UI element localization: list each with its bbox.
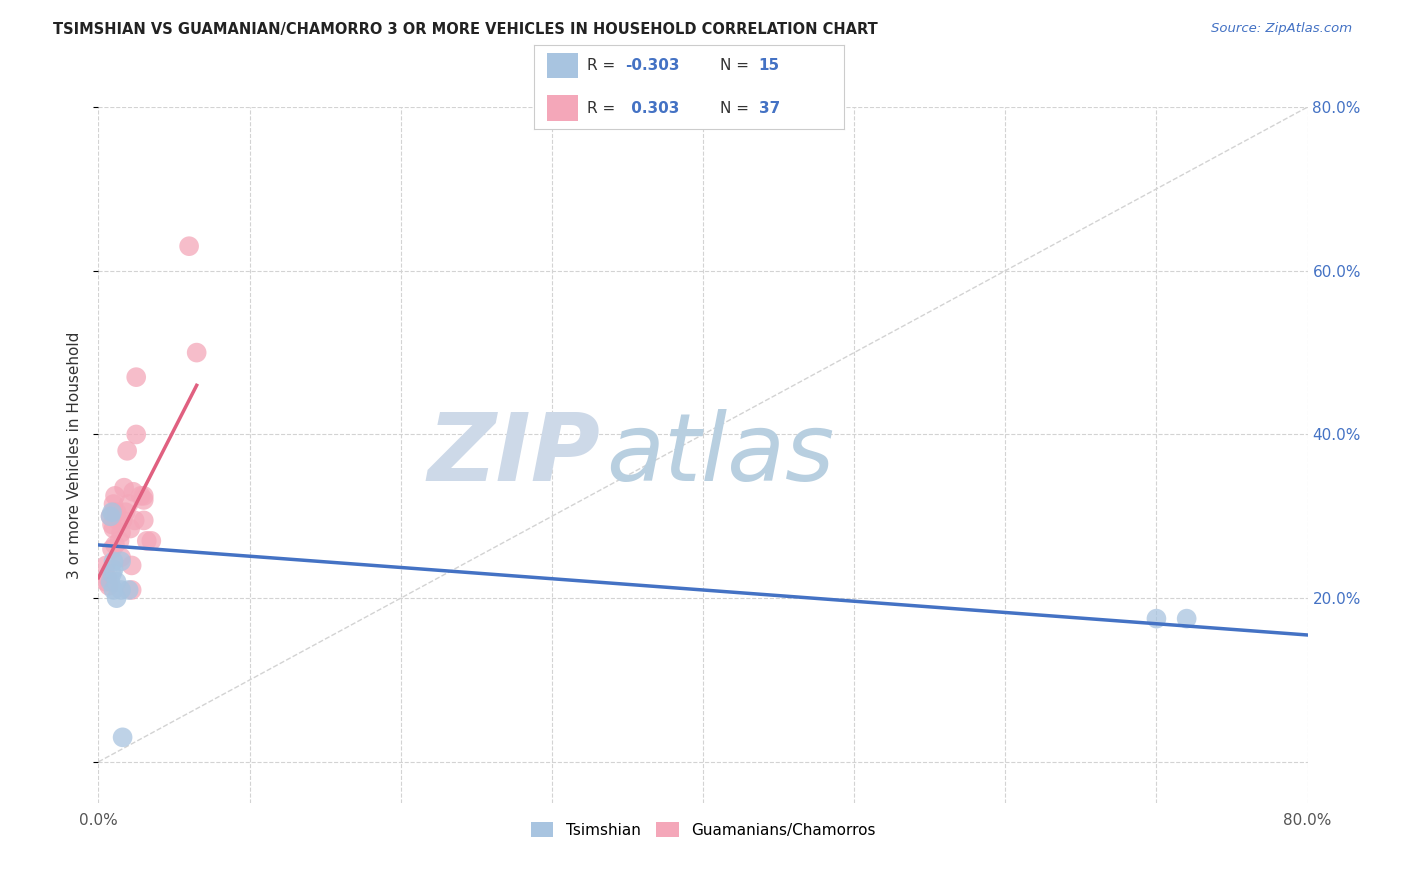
Text: 0.303: 0.303 [626,101,679,116]
Point [96,571,118,585]
Point [132,489,155,503]
Point [121,558,143,573]
Point [132,492,155,507]
Point [101,566,124,581]
Point [103,505,125,519]
Text: N =: N = [720,58,754,73]
Point [124,513,146,527]
Point [1144,612,1167,626]
Point [101,542,124,557]
Point [1175,612,1198,626]
Text: 15: 15 [759,58,780,73]
Point [103,562,125,576]
Point [141,533,163,548]
Point [108,533,131,548]
Text: TSIMSHIAN VS GUAMANIAN/CHAMORRO 3 OR MORE VEHICLES IN HOUSEHOLD CORRELATION CHAR: TSIMSHIAN VS GUAMANIAN/CHAMORRO 3 OR MOR… [53,22,879,37]
Point [114,505,136,519]
Point [100,574,122,589]
Text: Source: ZipAtlas.com: Source: ZipAtlas.com [1212,22,1353,36]
Point [100,509,122,524]
Point [104,538,127,552]
Point [94,574,117,589]
Point [110,554,132,568]
Text: ZIP: ZIP [427,409,600,501]
Point [179,239,201,253]
Point [118,497,141,511]
Point [135,533,157,548]
Point [105,574,128,589]
Point [103,497,125,511]
Point [105,505,128,519]
Text: R =: R = [586,58,620,73]
Point [101,517,124,532]
Text: 37: 37 [759,101,780,116]
Point [129,489,152,503]
Point [110,525,132,540]
Point [101,505,124,519]
Point [100,509,122,524]
Text: atlas: atlas [606,409,835,500]
Point [121,582,143,597]
Point [105,591,128,606]
Point [111,513,134,527]
Point [132,513,155,527]
Text: -0.303: -0.303 [626,58,681,73]
Point [107,513,129,527]
Point [115,443,138,458]
Point [104,489,127,503]
Point [98,579,121,593]
FancyBboxPatch shape [547,95,578,120]
Point [120,522,142,536]
Point [111,731,134,745]
Legend: Tsimshian, Guamanians/Chamorros: Tsimshian, Guamanians/Chamorros [524,815,882,844]
Text: R =: R = [586,101,620,116]
Point [112,481,135,495]
Point [94,558,117,573]
Point [122,484,145,499]
Point [110,550,132,565]
Point [103,554,125,568]
Point [118,582,141,597]
FancyBboxPatch shape [547,54,578,78]
Y-axis label: 3 or more Vehicles in Household: 3 or more Vehicles in Household [67,331,83,579]
Text: N =: N = [720,101,754,116]
Point [110,582,132,597]
Point [186,345,208,359]
Point [103,582,125,597]
Point [125,370,148,384]
Point [125,427,148,442]
Point [103,522,125,536]
